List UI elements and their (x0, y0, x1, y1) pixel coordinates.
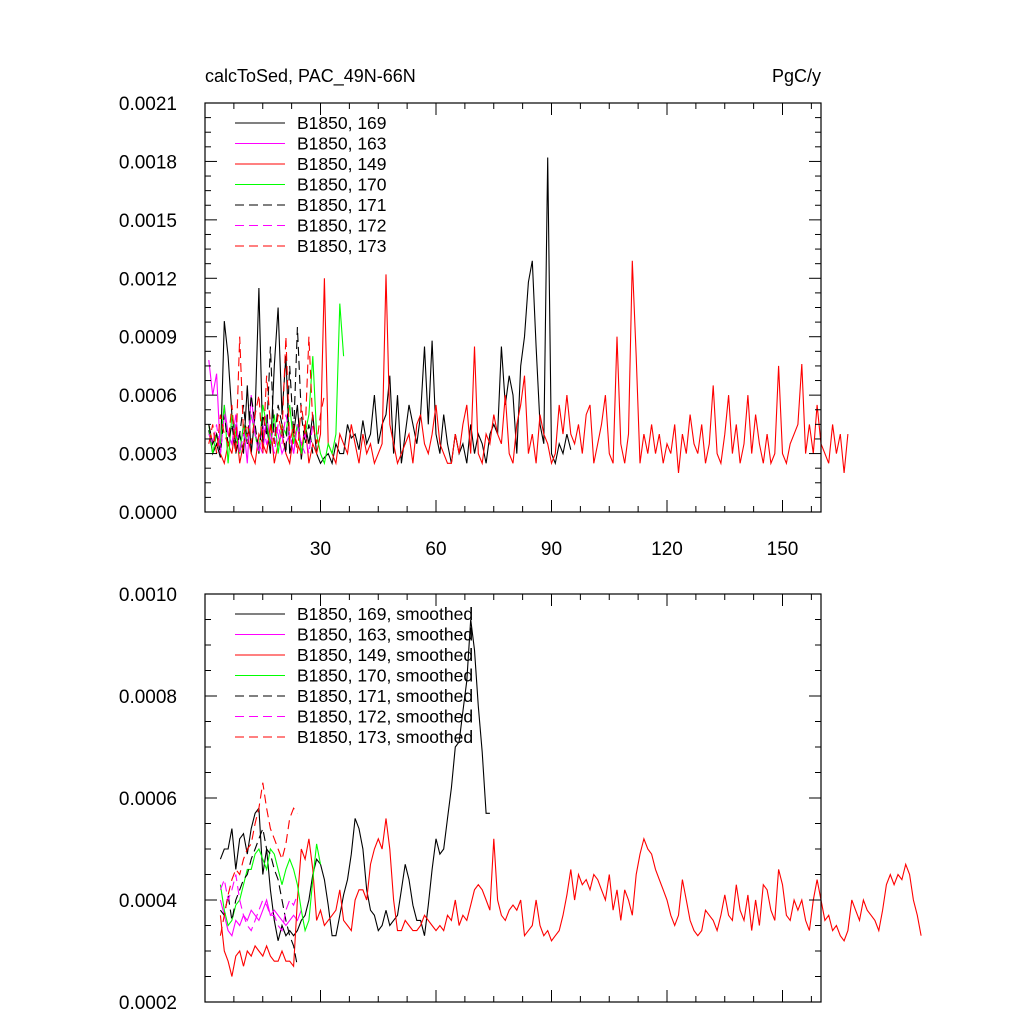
bottom-chart: 0.0002 0.0004 0.0006 0.0008 0.0010 B1850, 169… (119, 585, 922, 1014)
legend-label-3: B1850, 149 (297, 154, 387, 174)
y-tick-label: 0.0021 (119, 94, 177, 115)
series-line-1 (219, 619, 490, 941)
y-tick-label: 0.0006 (119, 789, 177, 810)
legend-label-7: B1850, 173 (297, 236, 387, 256)
x-tick-label: 30 (310, 539, 331, 560)
legend-label-1: B1850, 169 (297, 113, 387, 133)
series-line-6 (219, 874, 298, 932)
legend-label-7: B1850, 173, smoothed (297, 727, 473, 747)
series-line-5 (219, 826, 298, 967)
y-tick-label: 0.0006 (119, 386, 177, 407)
x-tick-label: 120 (651, 539, 683, 560)
y-tick-label: 0.0018 (119, 152, 177, 173)
legend-label-4: B1850, 170, smoothed (297, 666, 473, 686)
legend-label-2: B1850, 163 (297, 134, 387, 154)
y-tick-label: 0.0000 (119, 503, 177, 524)
legend-label-3: B1850, 149, smoothed (297, 645, 473, 665)
series-line-4 (219, 843, 322, 933)
series-line-3 (208, 260, 849, 474)
y-tick-label: 0.0015 (119, 211, 177, 232)
x-tick-label: 60 (425, 539, 446, 560)
x-tick-label: 90 (541, 539, 562, 560)
top-chart: 0.0000 0.0003 0.0006 0.0009 0.0012 0.0015 0.00… (119, 94, 849, 560)
legend-label-6: B1850, 172, smoothed (297, 707, 473, 727)
x-tick-label: 150 (767, 539, 799, 560)
legend-label-5: B1850, 171 (297, 195, 387, 215)
series-line-7 (219, 782, 298, 936)
y-tick-label: 0.0010 (119, 585, 177, 606)
chart-title: calcToSed, PAC_49N-66N (205, 66, 416, 87)
series-line-5 (208, 326, 314, 454)
y-tick-label: 0.0012 (119, 269, 177, 290)
legend-label-1: B1850, 169, smoothed (297, 604, 473, 624)
legend-label-4: B1850, 170 (297, 175, 387, 195)
series-line-4 (208, 303, 345, 466)
y-tick-label: 0.0003 (119, 445, 177, 466)
y-tick-label: 0.0004 (119, 891, 178, 912)
series-line-2 (219, 898, 302, 937)
series-line-1 (208, 157, 572, 466)
series-line-7 (208, 336, 325, 454)
y-tick-label: 0.0002 (119, 993, 177, 1014)
y-tick-label: 0.0009 (119, 328, 177, 349)
unit-label: PgC/y (772, 66, 821, 86)
legend-label-2: B1850, 163, smoothed (297, 625, 473, 645)
legend-label-5: B1850, 171, smoothed (297, 686, 473, 706)
legend-label-6: B1850, 172 (297, 216, 387, 236)
y-tick-label: 0.0008 (119, 687, 177, 708)
series-line-3 (219, 818, 922, 977)
